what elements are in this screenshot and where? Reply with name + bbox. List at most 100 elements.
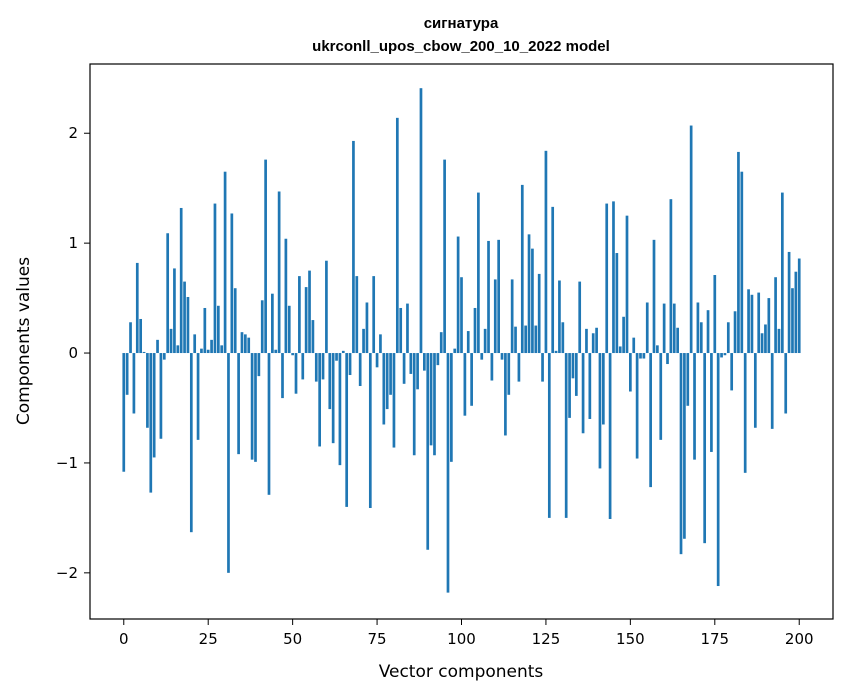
bar-130 [561,322,565,354]
bar-123 [537,273,541,354]
x-tick-label: 50 [283,630,302,648]
bar-77 [382,353,386,425]
bar-79 [389,353,392,395]
bar-82 [399,307,403,354]
bar-127 [551,206,555,354]
bar-108 [487,240,490,354]
y-tick-label: 0 [68,344,78,362]
bar-140 [595,327,598,354]
bar-147 [618,346,622,354]
bar-51 [294,353,298,394]
bar-34 [237,353,240,455]
bar-14 [169,328,173,354]
bar-119 [524,325,528,354]
bar-150 [629,353,632,392]
bar-164 [676,327,679,354]
bar-30 [223,171,227,354]
bar-20 [189,353,193,533]
bar-183 [740,171,744,354]
bar-48 [284,238,288,354]
bar-102 [466,331,470,354]
bar-17 [179,207,183,354]
bar-10 [156,339,159,354]
bar-187 [753,353,757,428]
bar-158 [656,345,659,354]
bar-56 [311,320,315,354]
bar-176 [716,353,720,587]
bar-19 [186,296,190,354]
bar-64 [338,353,342,466]
bar-67 [348,353,352,376]
bar-72 [365,302,369,354]
bar-105 [477,192,480,354]
bar-157 [652,239,656,354]
bar-73 [368,353,372,508]
y-tick-label: −1 [56,454,78,472]
bar-122 [534,325,538,354]
bar-162 [669,199,673,354]
bar-59 [321,353,325,380]
bar-156 [649,353,652,488]
bar-113 [504,353,507,436]
bar-69 [355,276,359,354]
bar-31 [227,353,230,573]
bar-160 [662,303,666,354]
x-tick-label: 175 [700,630,729,648]
bar-87 [416,353,419,390]
bar-124 [541,353,544,382]
y-axis-ticks: −2 −1 0 1 2 [56,124,90,582]
bar-93 [436,353,440,366]
bar-33 [233,288,237,354]
bar-3 [132,353,136,414]
bar-60 [325,260,328,354]
bar-65 [341,350,345,354]
x-tick-label: 25 [199,630,218,648]
bar-125 [544,150,548,354]
bar-149 [625,215,629,354]
bar-16 [176,345,180,354]
bar-104 [473,307,477,354]
bars [122,88,801,593]
bar-110 [493,279,497,354]
bar-13 [166,233,170,354]
bar-118 [520,184,524,354]
y-tick-label: −2 [56,564,78,582]
bar-8 [149,353,153,493]
bar-117 [517,353,521,382]
bar-116 [514,326,517,354]
bar-109 [490,353,494,381]
bar-74 [372,276,376,354]
bar-121 [531,248,534,354]
bar-193 [774,277,777,354]
bar-180 [730,353,734,391]
bar-141 [598,353,602,469]
bar-83 [402,353,406,384]
bar-185 [747,289,750,354]
bar-71 [362,328,365,354]
bar-197 [787,251,791,354]
bar-98 [453,348,457,354]
x-tick-label: 150 [616,630,645,648]
bar-181 [733,311,737,354]
y-axis-label: Components values [14,257,34,425]
bar-173 [706,310,710,354]
bar-86 [412,353,416,456]
bar-52 [298,276,301,354]
bar-115 [510,279,514,354]
bar-55 [308,270,311,354]
bar-49 [287,305,291,354]
bar-190 [764,324,767,354]
bar-91 [429,353,433,446]
bar-136 [581,353,585,434]
bar-151 [632,337,636,354]
bar-195 [780,192,784,354]
bar-143 [605,203,609,354]
bar-126 [547,353,551,518]
x-axis-label: Vector components [379,662,544,682]
x-axis-ticks: 0 25 50 75 100 125 150 175 200 [119,619,814,648]
bar-114 [507,353,511,395]
bar-68 [352,140,355,354]
bar-186 [750,294,754,354]
bar-199 [794,271,798,354]
